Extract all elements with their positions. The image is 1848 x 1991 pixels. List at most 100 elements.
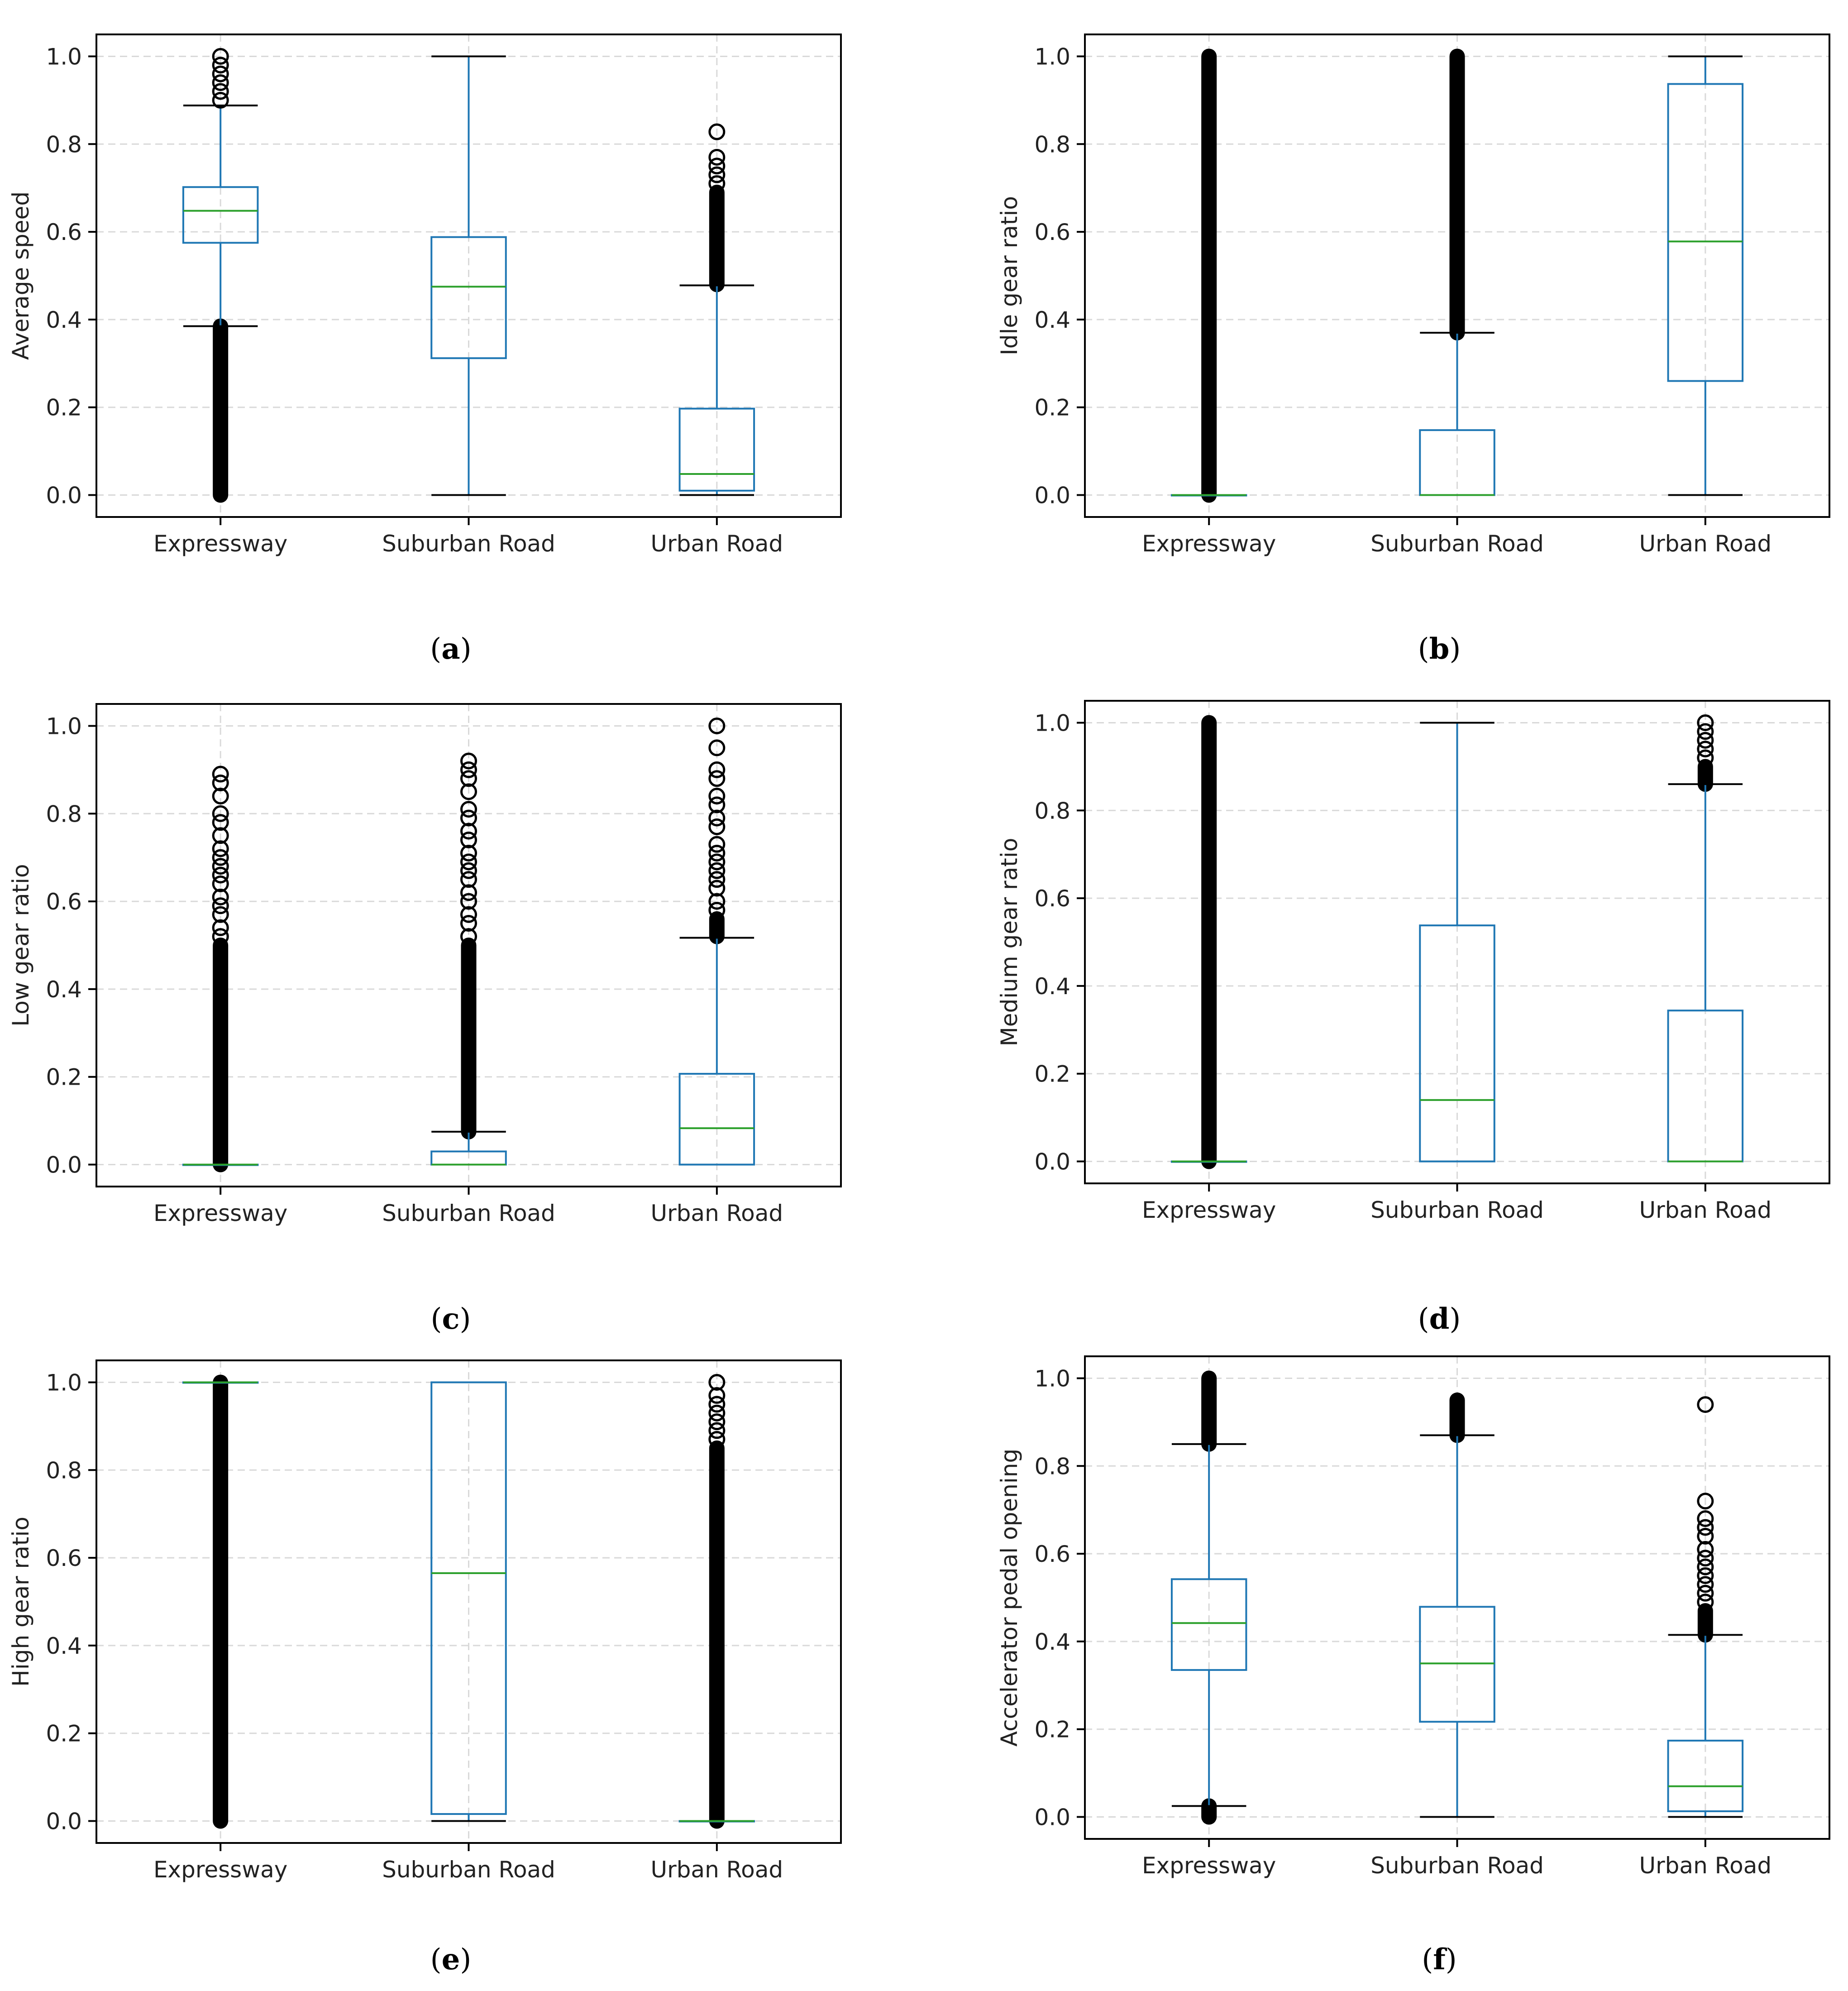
flier-cluster — [1697, 1603, 1713, 1643]
flier-cluster — [709, 1440, 725, 1829]
flier-point — [708, 761, 726, 778]
box-urban-road — [678, 123, 755, 496]
caption-paren-open: ( — [1418, 632, 1429, 666]
flier-point — [1697, 1541, 1714, 1558]
flier-point — [708, 717, 726, 734]
flier-point — [212, 766, 229, 783]
flier-point — [212, 91, 229, 109]
flier-point — [1697, 749, 1714, 766]
flier-point — [212, 774, 229, 791]
flier-point — [1697, 1584, 1714, 1602]
y-axis-label: Idle gear ratio — [996, 196, 1022, 355]
y-tick-label: 1.0 — [1034, 710, 1070, 736]
flier-point — [708, 836, 726, 853]
flier-point — [212, 805, 229, 822]
y-tick-label: 0.4 — [1034, 973, 1070, 1000]
caption-paren-open: ( — [430, 1943, 442, 1977]
panel-e: 0.0 0.2 0.4 0.6 0.8 1.0 High gear ratio Express… — [8, 1359, 842, 1977]
box-expressway — [1170, 1370, 1247, 1825]
flier-point — [708, 844, 726, 861]
x-tick-label: Expressway — [1142, 1852, 1276, 1879]
y-tick-label: 0.0 — [1034, 1149, 1070, 1175]
flier-point — [460, 862, 477, 879]
iqr-box — [1667, 83, 1744, 382]
caption-paren-open: ( — [1418, 1302, 1429, 1336]
flier-point — [708, 1374, 726, 1391]
y-tick-label: 0.6 — [1034, 219, 1070, 245]
flier-point — [1697, 1527, 1714, 1545]
y-tick-label: 1.0 — [46, 713, 82, 739]
box-expressway — [182, 1374, 259, 1829]
flier-point — [1697, 1510, 1714, 1527]
caption-paren-close: ) — [1446, 1943, 1457, 1977]
box-suburban-road — [430, 1381, 507, 1822]
flier-point — [460, 844, 477, 861]
boxplot-panels: 0.0 0.2 0.4 0.6 0.8 1.0 Average speed Expresswa… — [8, 34, 1830, 1977]
flier-cluster — [1201, 1798, 1217, 1825]
caption-letter: f — [1433, 1943, 1447, 1977]
iqr-box — [1667, 1739, 1744, 1812]
x-tick-label: Expressway — [153, 1200, 287, 1226]
y-tick-label: 0.4 — [46, 1633, 82, 1659]
flier-point — [708, 788, 726, 805]
flier-cluster — [1201, 1370, 1217, 1452]
box-urban-road — [678, 1374, 755, 1829]
box-expressway — [1170, 715, 1247, 1169]
y-tick-label: 0.2 — [46, 395, 82, 421]
flier-point — [1697, 1558, 1714, 1575]
flier-point — [212, 840, 229, 857]
caption-letter: b — [1429, 632, 1450, 666]
flier-cluster — [1201, 715, 1217, 1169]
y-tick-label: 0.0 — [46, 1809, 82, 1835]
box-urban-road — [1667, 55, 1744, 496]
y-tick-label: 1.0 — [46, 1369, 82, 1396]
panel-caption: (a) — [430, 632, 471, 666]
flier-point — [460, 871, 477, 888]
caption-letter: e — [442, 1943, 460, 1977]
x-tick-label: Urban Road — [1639, 531, 1772, 557]
panel-caption: (c) — [431, 1302, 471, 1336]
y-tick-label: 0.4 — [1034, 307, 1070, 333]
y-tick-label: 0.8 — [1034, 798, 1070, 824]
panel-a: 0.0 0.2 0.4 0.6 0.8 1.0 Average speed Expresswa… — [8, 34, 842, 666]
flier-point — [212, 57, 229, 74]
flier-cluster — [213, 938, 229, 1173]
flier-point — [708, 809, 726, 827]
flier-point — [1697, 1550, 1714, 1567]
y-tick-label: 0.6 — [46, 1545, 82, 1571]
panel-d: 0.0 0.2 0.4 0.6 0.8 1.0 Medium gear ratio Expre… — [996, 700, 1830, 1336]
flier-point — [460, 928, 477, 945]
flier-point — [460, 801, 477, 818]
y-tick-label: 1.0 — [46, 43, 82, 70]
panel-f: 0.0 0.2 0.4 0.6 0.8 1.0 Accelerator pedal open… — [996, 1355, 1830, 1977]
flier-cluster — [709, 911, 725, 944]
flier-point — [708, 175, 726, 192]
y-tick-label: 1.0 — [1034, 1365, 1070, 1392]
y-tick-label: 0.2 — [46, 1721, 82, 1747]
flier-point — [212, 83, 229, 100]
box-urban-road — [1667, 714, 1744, 1163]
panel-caption: (e) — [430, 1943, 472, 1977]
flier-point — [708, 739, 726, 756]
y-tick-label: 0.8 — [46, 801, 82, 827]
iqr-box — [430, 236, 507, 359]
flier-point — [708, 796, 726, 814]
box-suburban-road — [430, 752, 507, 1166]
y-tick-label: 0.6 — [46, 219, 82, 245]
y-tick-label: 0.6 — [1034, 885, 1070, 912]
x-tick-label: Suburban Road — [1370, 531, 1544, 557]
x-tick-label: Suburban Road — [382, 1200, 555, 1226]
y-tick-label: 0.8 — [46, 131, 82, 158]
flier-cluster — [461, 938, 477, 1139]
flier-point — [460, 752, 477, 770]
y-tick-label: 0.2 — [1034, 395, 1070, 421]
flier-point — [212, 858, 229, 875]
iqr-box — [1419, 924, 1495, 1163]
y-axis-label: Low gear ratio — [8, 864, 34, 1026]
x-tick-label: Urban Road — [651, 531, 783, 557]
flier-cluster — [1449, 48, 1465, 340]
flier-point — [708, 148, 726, 166]
flier-point — [708, 818, 726, 835]
flier-point — [708, 158, 726, 175]
flier-point — [460, 884, 477, 901]
